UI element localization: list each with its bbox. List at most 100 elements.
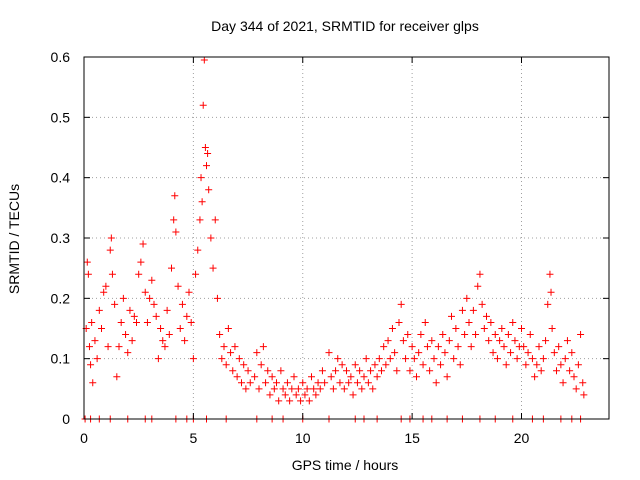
data-point	[325, 349, 333, 357]
data-point	[430, 355, 438, 363]
data-point	[83, 258, 91, 266]
data-point	[174, 282, 182, 290]
y-tick-label: 0.5	[51, 109, 71, 125]
data-point	[178, 300, 186, 308]
data-point	[216, 331, 224, 339]
data-point	[423, 343, 431, 351]
plot-frame	[83, 56, 610, 420]
data-point	[205, 186, 213, 194]
data-point	[395, 318, 403, 326]
data-point	[159, 337, 167, 345]
data-point	[100, 288, 108, 296]
data-point	[458, 306, 466, 314]
data-point	[192, 270, 200, 278]
data-point	[579, 379, 587, 387]
data-point	[108, 270, 116, 278]
data-point	[283, 379, 291, 387]
data-point	[165, 331, 173, 339]
data-point	[126, 306, 134, 314]
data-point	[371, 361, 379, 369]
data-point	[500, 343, 508, 351]
data-point	[397, 300, 405, 308]
data-point	[507, 349, 515, 357]
data-point	[113, 373, 121, 381]
data-point	[450, 355, 458, 363]
data-point	[279, 385, 287, 393]
data-point	[264, 367, 272, 375]
data-point	[332, 367, 340, 375]
data-point	[329, 385, 337, 393]
data-point	[115, 343, 123, 351]
data-point	[419, 361, 427, 369]
data-point	[542, 337, 550, 345]
data-point	[533, 361, 541, 369]
data-point	[456, 361, 464, 369]
data-point	[227, 349, 235, 357]
data-point	[262, 379, 270, 387]
data-point	[386, 355, 394, 363]
data-point	[491, 331, 499, 339]
data-point	[469, 306, 477, 314]
data-point	[380, 343, 388, 351]
data-point	[410, 355, 418, 363]
data-point	[358, 385, 366, 393]
y-axis-label: SRMTID / TECUs	[6, 184, 22, 294]
data-point	[266, 391, 274, 399]
data-point	[244, 367, 252, 375]
data-point	[157, 325, 165, 332]
data-point	[434, 343, 442, 351]
data-point	[172, 228, 180, 236]
data-point	[539, 355, 547, 363]
data-point	[224, 325, 232, 332]
data-point	[253, 349, 261, 357]
data-point	[143, 318, 151, 326]
data-point	[353, 379, 361, 387]
data-point	[259, 343, 267, 351]
data-point	[316, 385, 324, 393]
data-point	[343, 367, 350, 375]
data-point	[189, 355, 197, 363]
data-point	[480, 325, 488, 332]
data-point	[139, 240, 147, 248]
data-point	[303, 385, 311, 393]
x-tick-label: 20	[514, 430, 530, 446]
data-point	[432, 379, 440, 387]
data-points	[81, 56, 588, 423]
data-point	[233, 373, 241, 381]
data-point	[235, 355, 243, 363]
data-point	[277, 367, 285, 375]
data-point	[375, 355, 383, 363]
data-point	[580, 391, 588, 399]
data-point	[402, 355, 410, 363]
data-point	[345, 379, 353, 387]
data-point	[124, 349, 132, 357]
data-point	[563, 337, 571, 345]
data-point	[171, 192, 179, 200]
data-point	[146, 294, 154, 302]
data-point	[561, 355, 569, 363]
data-point	[308, 373, 315, 381]
data-point	[257, 361, 265, 369]
data-point	[207, 234, 215, 242]
data-point	[535, 343, 543, 351]
y-tick-label: 0.4	[51, 170, 71, 186]
data-point	[557, 361, 565, 369]
data-point	[106, 246, 114, 254]
data-point	[301, 391, 309, 399]
data-point	[546, 270, 554, 278]
data-point	[489, 349, 497, 357]
data-point	[104, 343, 112, 351]
data-point	[199, 101, 207, 109]
data-point	[388, 325, 396, 332]
data-point	[531, 373, 539, 381]
data-point	[305, 397, 313, 405]
x-tick-label: 0	[80, 430, 88, 446]
data-point	[448, 312, 455, 320]
data-point	[509, 318, 517, 326]
data-point	[290, 373, 298, 381]
data-point	[135, 270, 143, 278]
data-point	[194, 246, 202, 254]
data-point	[528, 355, 536, 363]
data-point	[483, 312, 490, 320]
data-point	[107, 234, 115, 242]
